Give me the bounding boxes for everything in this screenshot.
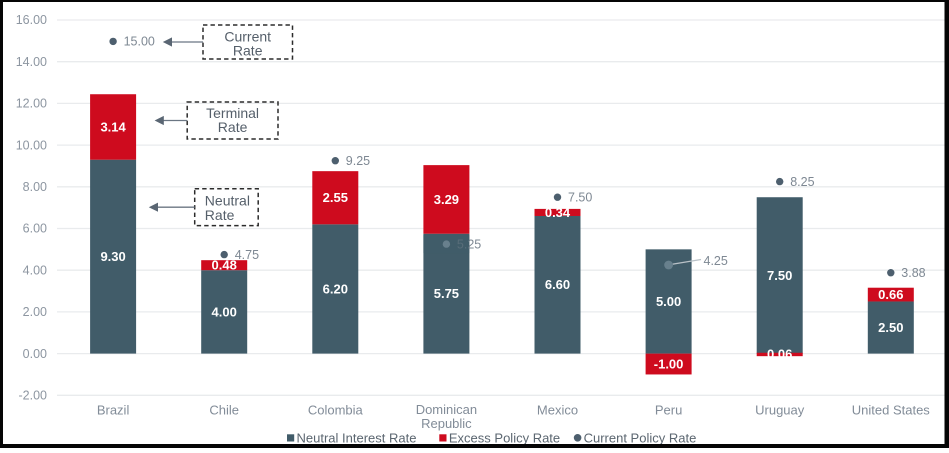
svg-text:Republic: Republic: [421, 416, 472, 431]
svg-text:5.00: 5.00: [656, 294, 681, 309]
svg-text:4.75: 4.75: [235, 248, 259, 262]
svg-text:Neutral Interest Rate: Neutral Interest Rate: [297, 430, 417, 445]
svg-text:12.00: 12.00: [16, 97, 47, 111]
svg-text:Rate: Rate: [218, 119, 248, 135]
svg-text:0.66: 0.66: [878, 287, 903, 302]
svg-text:5.75: 5.75: [434, 286, 459, 301]
svg-text:3.14: 3.14: [100, 119, 126, 134]
svg-text:0.06: 0.06: [767, 347, 792, 362]
svg-text:0.00: 0.00: [23, 347, 47, 361]
svg-text:Brazil: Brazil: [97, 403, 130, 418]
svg-text:Rate: Rate: [205, 207, 235, 223]
svg-text:Current Policy Rate: Current Policy Rate: [584, 430, 697, 445]
svg-text:3.88: 3.88: [901, 266, 925, 280]
svg-text:Colombia: Colombia: [308, 403, 364, 418]
svg-text:4.25: 4.25: [704, 254, 728, 268]
svg-text:4.00: 4.00: [212, 304, 237, 319]
svg-text:0.48: 0.48: [212, 258, 237, 273]
svg-text:3.29: 3.29: [434, 192, 459, 207]
svg-text:-2.00: -2.00: [19, 389, 48, 403]
svg-text:2.00: 2.00: [23, 305, 47, 319]
svg-text:10.00: 10.00: [16, 138, 47, 152]
svg-text:Rate: Rate: [233, 43, 263, 59]
svg-text:4.00: 4.00: [23, 263, 47, 277]
svg-text:6.20: 6.20: [323, 281, 348, 296]
svg-text:United States: United States: [852, 403, 931, 418]
svg-text:9.25: 9.25: [346, 154, 370, 168]
svg-text:Mexico: Mexico: [537, 403, 578, 418]
svg-text:6.00: 6.00: [23, 222, 47, 236]
svg-text:Uruguay: Uruguay: [755, 403, 805, 418]
svg-text:Dominican: Dominican: [416, 402, 477, 417]
svg-text:-1.00: -1.00: [654, 356, 684, 371]
svg-text:2.55: 2.55: [323, 190, 348, 205]
svg-text:7.50: 7.50: [767, 268, 792, 283]
svg-text:8.00: 8.00: [23, 180, 47, 194]
svg-text:9.30: 9.30: [100, 249, 125, 264]
svg-text:7.50: 7.50: [568, 191, 592, 205]
svg-text:16.00: 16.00: [16, 13, 47, 27]
svg-text:Excess Policy Rate: Excess Policy Rate: [449, 430, 560, 445]
svg-text:2.50: 2.50: [878, 320, 903, 335]
svg-text:0.34: 0.34: [545, 205, 571, 220]
svg-text:6.60: 6.60: [545, 277, 570, 292]
svg-text:Chile: Chile: [209, 403, 239, 418]
svg-text:8.25: 8.25: [790, 175, 814, 189]
svg-text:Peru: Peru: [655, 403, 682, 418]
svg-text:15.00: 15.00: [124, 35, 155, 49]
svg-text:14.00: 14.00: [16, 55, 47, 69]
